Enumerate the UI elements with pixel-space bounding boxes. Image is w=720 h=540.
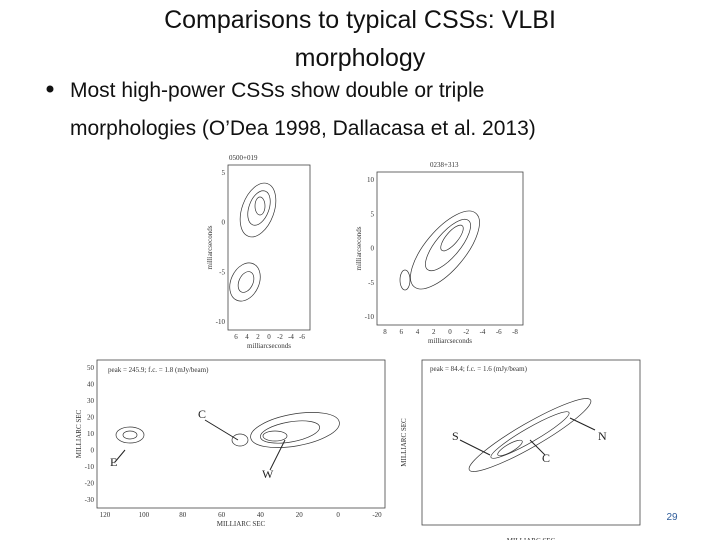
y-tick-label: -10 — [85, 463, 95, 471]
y-tick-label: 40 — [87, 381, 95, 389]
annotation: C — [198, 407, 206, 421]
y-tick-label: 5 — [222, 169, 226, 177]
y-axis-label: MILLIARC SEC — [75, 409, 83, 458]
x-tick-label: -4 — [480, 328, 486, 336]
x-axis-label: milliarcseconds — [428, 337, 472, 345]
annotation: E — [110, 455, 117, 469]
annotation: W — [262, 467, 274, 481]
bullet-line-2: morphologies (O’Dea 1998, Dallacasa et a… — [70, 117, 536, 140]
y-tick-label: 20 — [87, 414, 95, 422]
figure-label: peak = 84.4; f.c. = 1.6 (mJy/beam) — [430, 365, 528, 373]
y-tick-label: 10 — [87, 430, 95, 438]
x-tick-label: 100 — [139, 511, 150, 519]
figure-frame — [227, 164, 311, 331]
x-axis-label: MILLIARC SEC — [507, 537, 556, 540]
y-tick-label: 0 — [222, 219, 226, 227]
x-tick-label: -20 — [372, 511, 382, 519]
x-tick-label: 40 — [257, 511, 265, 519]
x-tick-label: 2 — [432, 328, 436, 336]
x-tick-label: -4 — [288, 333, 294, 341]
x-tick-label: -6 — [496, 328, 502, 336]
y-axis-label: milliarcseconds — [206, 225, 214, 269]
figure-frame — [376, 171, 524, 326]
y-tick-label: -30 — [85, 496, 95, 504]
figure-label: 0500+019 — [229, 154, 258, 162]
y-tick-label: -10 — [365, 313, 375, 321]
x-tick-label: 0 — [267, 333, 271, 341]
x-tick-label: -6 — [299, 333, 305, 341]
figure-frame — [96, 359, 386, 509]
figure-frame — [421, 359, 641, 526]
y-axis-label: MILLIARC SEC — [400, 418, 408, 467]
x-tick-label: 80 — [179, 511, 187, 519]
y-tick-label: 0 — [91, 447, 95, 455]
x-tick-label: -2 — [277, 333, 283, 341]
x-tick-label: 20 — [296, 511, 304, 519]
figure-label: peak = 245.9; f.c. = 1.8 (mJy/beam) — [108, 366, 209, 374]
y-tick-label: -5 — [368, 279, 374, 287]
bullet-dot — [46, 85, 54, 93]
x-tick-label: -8 — [512, 328, 518, 336]
title-line-2: morphology — [295, 44, 426, 72]
annotation: C — [542, 451, 550, 465]
y-axis-label: milliarcseconds — [355, 226, 363, 270]
x-tick-label: 120 — [100, 511, 111, 519]
x-tick-label: 60 — [218, 511, 226, 519]
y-tick-label: 0 — [371, 245, 375, 253]
x-axis-label: MILLIARC SEC — [217, 520, 266, 528]
bullet-line-1: Most high-power CSSs show double or trip… — [70, 79, 484, 102]
y-tick-label: 10 — [367, 176, 375, 184]
x-tick-label: 2 — [256, 333, 260, 341]
y-tick-label: -5 — [219, 268, 225, 276]
y-tick-label: 30 — [87, 397, 95, 405]
figure-label: 0238+313 — [430, 161, 459, 169]
y-tick-label: -10 — [216, 318, 226, 326]
contours — [114, 182, 596, 472]
y-tick-label: 50 — [87, 364, 95, 372]
y-tick-label: -20 — [85, 480, 95, 488]
annotation: N — [598, 429, 607, 443]
y-tick-label: 5 — [371, 210, 375, 218]
title-line-1: Comparisons to typical CSSs: VLBI — [164, 6, 556, 34]
x-tick-label: 4 — [245, 333, 249, 341]
x-tick-label: 6 — [400, 328, 404, 336]
x-tick-label: 0 — [336, 511, 340, 519]
page-number: 29 — [666, 512, 678, 523]
x-tick-label: 6 — [234, 333, 238, 341]
x-tick-label: -2 — [463, 328, 469, 336]
x-tick-label: 4 — [416, 328, 420, 336]
x-axis-label: milliarcseconds — [247, 342, 291, 350]
annotation: S — [452, 429, 459, 443]
x-tick-label: 0 — [448, 328, 452, 336]
x-tick-label: 8 — [383, 328, 387, 336]
